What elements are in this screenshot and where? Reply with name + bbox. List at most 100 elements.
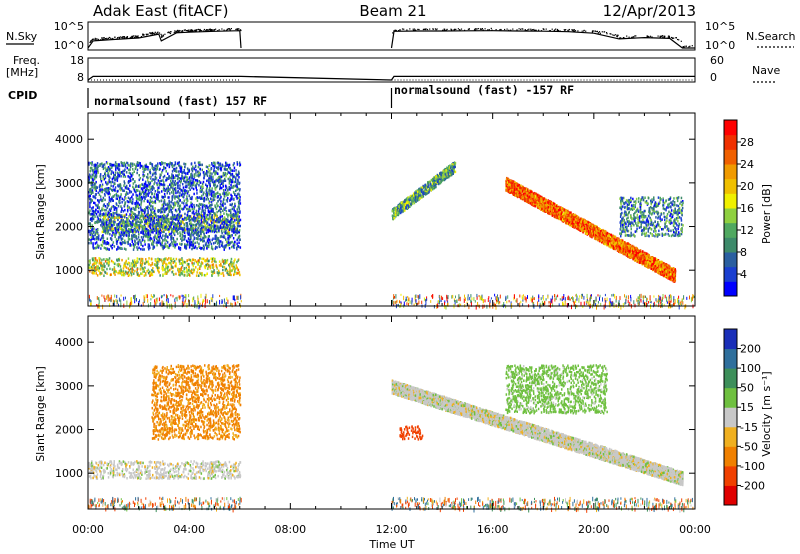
heatmap-cell xyxy=(175,230,178,233)
heatmap-cell xyxy=(186,195,188,198)
nsky-jitter-point xyxy=(125,37,127,39)
nsky-jitter-point xyxy=(591,31,593,33)
heatmap-cell xyxy=(90,192,92,195)
heatmap-cell xyxy=(236,271,238,275)
heatmap-cell xyxy=(113,233,115,236)
heatmap-cell xyxy=(147,243,150,246)
heatmap-cell xyxy=(165,265,167,268)
heatmap-cell xyxy=(137,210,140,214)
heatmap-noise-cell xyxy=(221,300,223,304)
heatmap-cell xyxy=(229,269,231,273)
heatmap-cell xyxy=(121,219,123,223)
heatmap-noise-cell xyxy=(650,300,652,304)
nsky-jitter-point xyxy=(104,38,106,40)
heatmap-cell xyxy=(123,221,126,225)
heatmap-cell xyxy=(98,267,101,270)
heatmap-cell xyxy=(92,258,94,262)
heatmap-cell xyxy=(158,226,161,229)
heatmap-cell xyxy=(170,216,172,219)
heatmap-cell xyxy=(108,202,110,205)
nsky-jitter-point xyxy=(564,29,566,31)
heatmap-cell xyxy=(231,229,233,233)
heatmap-cell xyxy=(230,273,232,277)
heatmap-cell xyxy=(136,168,139,172)
heatmap-cell xyxy=(138,203,141,206)
heatmap-noise-cell xyxy=(454,300,456,305)
heatmap-noise-cell xyxy=(628,303,630,307)
heatmap-cell xyxy=(230,269,232,272)
heatmap-cell xyxy=(142,244,144,248)
nsky-jitter-point xyxy=(217,30,219,32)
heatmap-cell xyxy=(113,270,116,273)
heatmap-noise-cell xyxy=(397,303,399,307)
heatmap-cell xyxy=(121,208,123,211)
nsky-jitter-point xyxy=(479,28,481,30)
heatmap-cell xyxy=(148,185,151,188)
heatmap-cell xyxy=(233,197,235,201)
heatmap-cell xyxy=(204,206,207,209)
nsky-jitter-point xyxy=(444,29,446,32)
heatmap-cell xyxy=(222,268,224,272)
heatmap-noise-cell xyxy=(499,294,501,299)
nsky-jitter-point xyxy=(129,37,131,39)
heatmap-noise-cell xyxy=(576,298,578,301)
heatmap-cell xyxy=(216,267,218,270)
heatmap-cell xyxy=(103,246,106,250)
heatmap-cell xyxy=(169,261,172,265)
nsky-jitter-point xyxy=(583,29,585,31)
heatmap-cell xyxy=(187,268,190,272)
heatmap-cell xyxy=(193,212,195,216)
heatmap-cell xyxy=(178,161,180,164)
heatmap-cell xyxy=(104,198,106,202)
heatmap-noise-cell xyxy=(89,296,90,302)
heatmap-cell xyxy=(157,217,159,221)
heatmap-cell xyxy=(94,177,96,180)
heatmap-cell xyxy=(171,207,174,210)
heatmap-cell xyxy=(231,215,233,218)
nsky-jitter-point xyxy=(414,29,416,31)
heatmap-cell xyxy=(146,260,148,264)
heatmap-noise-cell xyxy=(673,302,675,307)
heatmap-cell xyxy=(196,199,199,202)
heatmap-noise-cell xyxy=(522,303,524,306)
heatmap-cell xyxy=(108,260,111,263)
heatmap-noise-cell xyxy=(550,298,552,303)
nsky-jitter-point xyxy=(111,38,113,40)
heatmap-noise-cell xyxy=(161,294,163,298)
nsky-jitter-point xyxy=(616,34,618,36)
heatmap-cell xyxy=(175,182,178,185)
heatmap-cell xyxy=(179,220,182,223)
heatmap-cell xyxy=(147,225,149,228)
heatmap-cell xyxy=(197,235,199,238)
heatmap-cell xyxy=(194,219,197,222)
heatmap-cell xyxy=(231,197,233,201)
heatmap-cell xyxy=(108,196,111,199)
heatmap-cell xyxy=(132,182,135,185)
heatmap-cell xyxy=(91,207,93,210)
heatmap-cell xyxy=(202,244,205,247)
heatmap-cell xyxy=(139,162,141,165)
heatmap-noise-cell xyxy=(547,295,549,299)
heatmap-cell xyxy=(177,228,179,231)
heatmap-cell xyxy=(134,185,137,189)
heatmap-cell xyxy=(142,215,144,218)
heatmap-noise-cell xyxy=(599,294,601,298)
cpid-row: CPID normalsound (fast) 157 RF normalsou… xyxy=(8,83,574,108)
heatmap-noise-cell xyxy=(166,298,168,302)
heatmap-cell xyxy=(205,228,207,231)
heatmap-cell xyxy=(143,192,145,196)
heatmap-cell xyxy=(209,182,211,185)
heatmap-cell xyxy=(111,180,114,184)
heatmap-noise-cell xyxy=(184,299,186,303)
nsky-jitter-point xyxy=(198,29,200,31)
heatmap-cell xyxy=(231,169,233,172)
heatmap-cell xyxy=(142,167,144,171)
heatmap-cell xyxy=(210,242,213,246)
heatmap-noise-cell xyxy=(102,304,104,310)
heatmap-cell xyxy=(129,197,132,200)
nsky-jitter-point xyxy=(179,30,181,32)
nsky-jitter-point xyxy=(596,30,598,32)
heatmap-cell xyxy=(114,171,117,174)
heatmap-cell xyxy=(91,257,94,260)
heatmap-cell xyxy=(191,272,194,275)
